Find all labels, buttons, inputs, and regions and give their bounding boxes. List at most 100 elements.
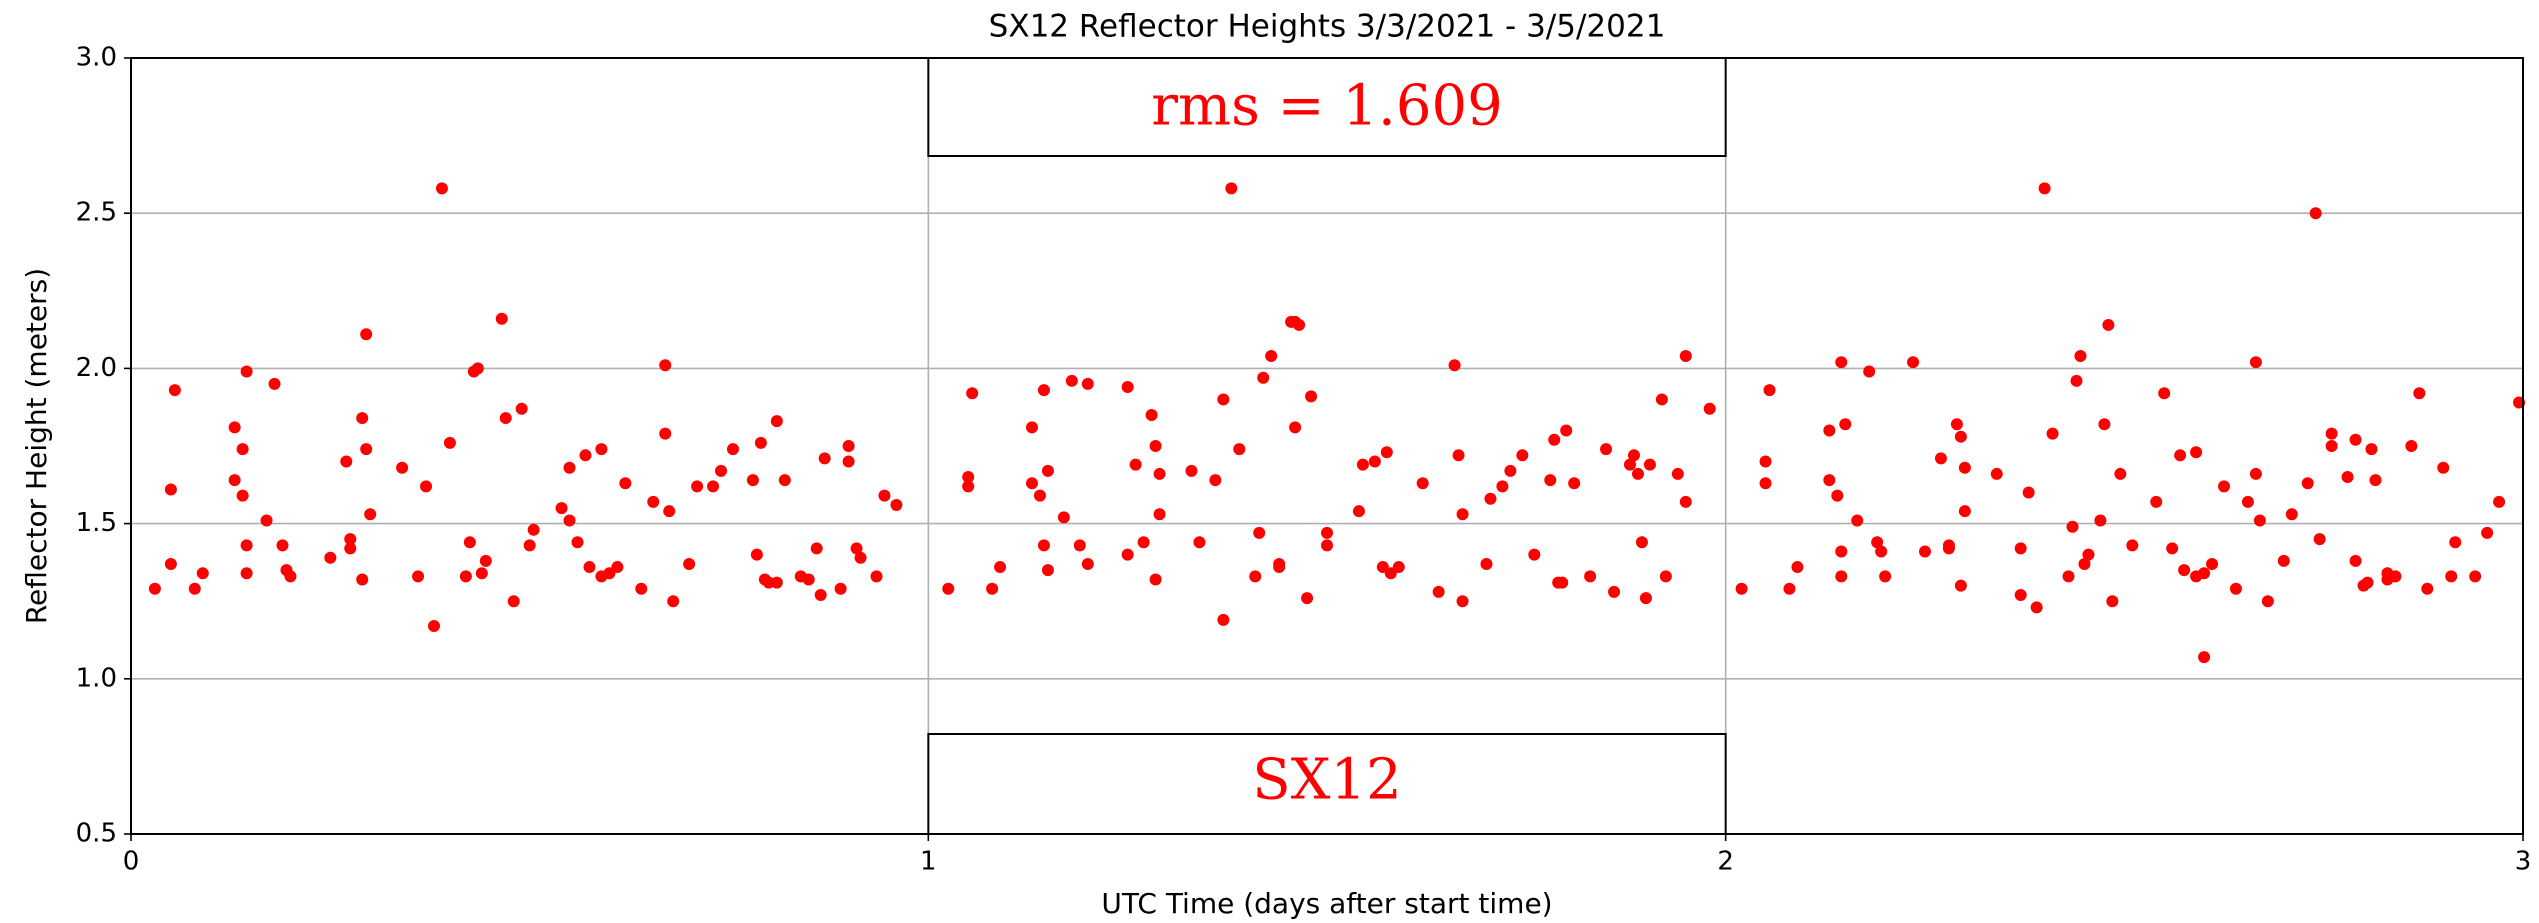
point bbox=[2022, 486, 2035, 499]
point bbox=[571, 536, 584, 549]
point bbox=[1544, 474, 1557, 487]
point bbox=[196, 567, 209, 580]
point bbox=[1037, 539, 1050, 552]
point bbox=[2030, 601, 2043, 614]
point bbox=[770, 415, 783, 428]
point bbox=[726, 443, 739, 456]
point bbox=[2249, 467, 2262, 480]
point bbox=[1416, 477, 1429, 490]
point bbox=[443, 436, 456, 449]
point bbox=[2421, 582, 2434, 595]
point bbox=[1735, 582, 1748, 595]
point bbox=[663, 505, 676, 518]
point bbox=[2074, 349, 2087, 362]
point bbox=[1942, 542, 1955, 555]
point bbox=[1791, 561, 1804, 574]
annotation-text: rms = 1.609 bbox=[1151, 74, 1502, 139]
point bbox=[1456, 508, 1469, 521]
point bbox=[583, 561, 596, 574]
point bbox=[2493, 495, 2506, 508]
point bbox=[2206, 557, 2219, 570]
point bbox=[870, 570, 883, 583]
point bbox=[2166, 542, 2179, 555]
point bbox=[1958, 505, 1971, 518]
y-tick-label: 1.0 bbox=[76, 663, 117, 693]
point bbox=[1831, 489, 1844, 502]
point bbox=[1041, 464, 1054, 477]
point bbox=[188, 582, 201, 595]
point bbox=[1305, 390, 1318, 403]
point bbox=[746, 474, 759, 487]
point bbox=[1041, 564, 1054, 577]
point bbox=[412, 570, 425, 583]
point bbox=[2082, 548, 2095, 561]
point bbox=[1560, 424, 1573, 437]
point bbox=[1631, 467, 1644, 480]
point bbox=[1137, 536, 1150, 549]
point bbox=[770, 576, 783, 589]
point bbox=[962, 480, 975, 493]
point bbox=[2066, 520, 2079, 533]
point bbox=[1484, 492, 1497, 505]
point bbox=[2038, 182, 2051, 195]
point bbox=[495, 312, 508, 325]
point bbox=[356, 573, 369, 586]
point bbox=[228, 421, 241, 434]
point bbox=[1659, 570, 1672, 583]
point bbox=[1839, 418, 1852, 431]
point bbox=[966, 387, 979, 400]
point bbox=[1635, 536, 1648, 549]
point bbox=[659, 359, 672, 372]
point bbox=[1823, 474, 1836, 487]
point bbox=[164, 483, 177, 496]
point bbox=[2014, 542, 2027, 555]
point bbox=[818, 452, 831, 465]
point bbox=[1321, 526, 1333, 539]
point bbox=[1392, 561, 1405, 574]
point bbox=[2102, 318, 2115, 331]
point bbox=[2070, 374, 2083, 387]
point bbox=[459, 570, 472, 583]
point bbox=[994, 561, 1007, 574]
point bbox=[563, 514, 576, 527]
point bbox=[1548, 433, 1561, 446]
point bbox=[2369, 474, 2382, 487]
point bbox=[1623, 458, 1636, 471]
point bbox=[715, 464, 728, 477]
point bbox=[814, 588, 827, 601]
point bbox=[1073, 539, 1086, 552]
point bbox=[2198, 651, 2211, 664]
point bbox=[854, 551, 867, 564]
point bbox=[1217, 393, 1230, 406]
x-tick-label: 2 bbox=[1717, 847, 1734, 877]
point bbox=[1516, 449, 1529, 462]
point bbox=[1081, 377, 1094, 390]
point bbox=[1121, 381, 1134, 394]
point bbox=[475, 567, 488, 580]
point bbox=[164, 557, 177, 570]
point bbox=[2325, 440, 2338, 452]
point bbox=[1584, 570, 1597, 583]
point bbox=[2349, 554, 2362, 567]
point bbox=[1954, 430, 1967, 443]
point bbox=[1301, 592, 1314, 605]
point bbox=[2349, 433, 2362, 446]
point bbox=[1763, 384, 1776, 397]
point bbox=[2301, 477, 2314, 490]
point bbox=[2190, 446, 2203, 459]
point bbox=[1608, 585, 1621, 598]
point bbox=[1990, 467, 2003, 480]
point bbox=[1033, 489, 1046, 502]
point bbox=[1528, 548, 1541, 561]
point bbox=[1193, 536, 1206, 549]
point bbox=[1871, 536, 1884, 549]
y-tick-label: 2.0 bbox=[76, 353, 117, 383]
point bbox=[364, 508, 377, 521]
point bbox=[834, 582, 847, 595]
point bbox=[2445, 570, 2458, 583]
point bbox=[1879, 570, 1892, 583]
y-tick-label: 1.5 bbox=[76, 508, 117, 538]
point bbox=[890, 498, 903, 511]
point bbox=[1875, 545, 1888, 558]
point bbox=[2449, 536, 2462, 549]
